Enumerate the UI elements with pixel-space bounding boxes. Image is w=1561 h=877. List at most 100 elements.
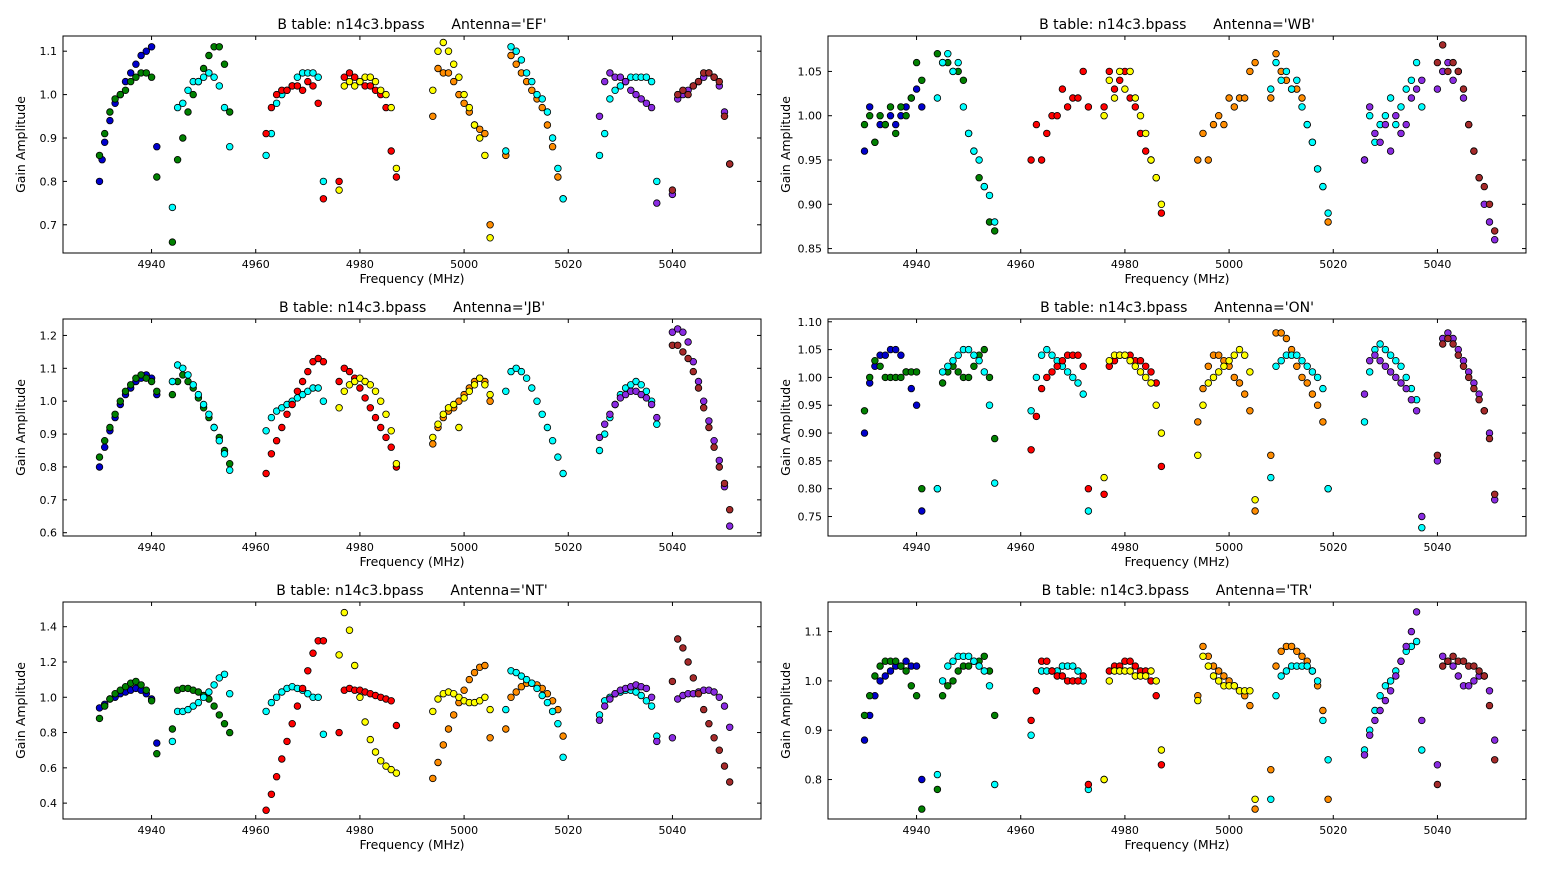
data-point: [1392, 120, 1400, 129]
data-point: [1063, 368, 1072, 376]
data-point: [1272, 662, 1280, 670]
data-point: [1136, 357, 1145, 365]
x-tick-label: 5020: [554, 824, 582, 837]
data-point: [434, 420, 442, 428]
data-point: [1485, 434, 1494, 443]
data-point: [225, 460, 234, 468]
data-point: [147, 697, 156, 705]
data-point: [1454, 67, 1462, 76]
data-point: [1230, 351, 1238, 359]
data-point: [126, 69, 135, 77]
data-point: [938, 379, 947, 387]
data-point: [653, 199, 661, 207]
data-point: [1365, 103, 1374, 111]
x-tick-label: 5040: [658, 541, 686, 554]
data-point: [1490, 490, 1499, 498]
data-point: [710, 437, 718, 445]
data-point: [954, 58, 962, 67]
data-point: [142, 69, 150, 77]
data-point: [912, 58, 921, 67]
data-point: [507, 43, 515, 51]
data-point: [1100, 473, 1108, 482]
data-point: [1204, 379, 1212, 387]
data-point: [314, 99, 322, 107]
data-point: [262, 151, 270, 160]
data-point: [710, 443, 718, 451]
data-point: [1412, 637, 1421, 646]
data-point: [220, 720, 229, 728]
data-point: [100, 702, 109, 710]
data-point: [1121, 85, 1129, 93]
data-point: [1459, 362, 1468, 370]
data-point: [866, 103, 874, 111]
data-point: [1199, 642, 1207, 651]
data-point: [548, 707, 557, 716]
data-point: [674, 341, 682, 349]
data-point: [210, 73, 218, 81]
data-point: [548, 134, 557, 142]
data-point: [980, 667, 988, 675]
data-point: [1100, 775, 1108, 784]
data-point: [1287, 85, 1296, 93]
data-point: [351, 73, 359, 81]
data-point: [980, 345, 988, 354]
data-point: [1214, 111, 1223, 120]
data-point: [314, 693, 322, 701]
data-point: [1063, 103, 1072, 111]
x-tick-label: 4940: [903, 824, 931, 837]
data-point: [304, 387, 312, 395]
y-tick-label: 0.7: [40, 219, 58, 232]
data-point: [184, 371, 192, 379]
data-point: [444, 725, 453, 733]
data-point: [1230, 682, 1238, 690]
subplot-3: 4940 4960 4980 5000 5020 5040 0.75 0.80 0.85 0.90…: [778, 300, 1527, 569]
y-tick-label: 1.00: [798, 110, 823, 123]
data-point: [225, 108, 234, 116]
data-point: [674, 90, 682, 99]
x-tick-label: 5000: [1215, 258, 1243, 271]
data-point: [991, 434, 999, 443]
data-point: [1027, 731, 1035, 739]
data-point: [1485, 687, 1494, 695]
data-point: [1397, 129, 1405, 138]
x-tick-label: 4980: [346, 824, 374, 837]
data-point: [309, 82, 317, 90]
data-point: [1308, 667, 1317, 675]
data-point: [959, 103, 968, 111]
data-point: [1235, 379, 1244, 387]
data-point: [377, 757, 385, 765]
data-point: [959, 76, 968, 84]
data-point: [272, 99, 281, 107]
x-tick-label: 5040: [658, 824, 686, 837]
data-point: [892, 129, 900, 138]
data-point: [689, 82, 697, 90]
data-point: [1412, 85, 1421, 93]
data-point: [720, 479, 729, 488]
data-point: [892, 345, 900, 354]
data-point: [481, 151, 489, 160]
data-point: [1105, 76, 1113, 84]
data-point: [486, 734, 494, 742]
chart-title: B table: n14c3.bpass Antenna='TR': [1042, 583, 1313, 599]
data-point: [1037, 156, 1046, 164]
data-point: [1209, 672, 1218, 680]
data-point: [382, 410, 390, 418]
data-point: [340, 82, 348, 90]
data-point: [1418, 103, 1426, 111]
x-tick-label: 4980: [346, 258, 374, 271]
x-tick-label: 5040: [658, 258, 686, 271]
data-point: [668, 186, 677, 194]
data-point: [366, 73, 374, 81]
data-point: [1371, 129, 1379, 138]
data-point: [1449, 76, 1457, 84]
data-point: [100, 443, 109, 451]
data-point: [715, 77, 723, 86]
data-point: [912, 368, 921, 376]
x-tick-label: 4960: [1007, 258, 1035, 271]
data-point: [543, 423, 552, 432]
data-point: [434, 695, 442, 703]
data-point: [554, 720, 562, 728]
data-point: [351, 661, 359, 670]
data-point: [705, 69, 713, 77]
x-axis-label: Frequency (MHz): [359, 554, 464, 569]
